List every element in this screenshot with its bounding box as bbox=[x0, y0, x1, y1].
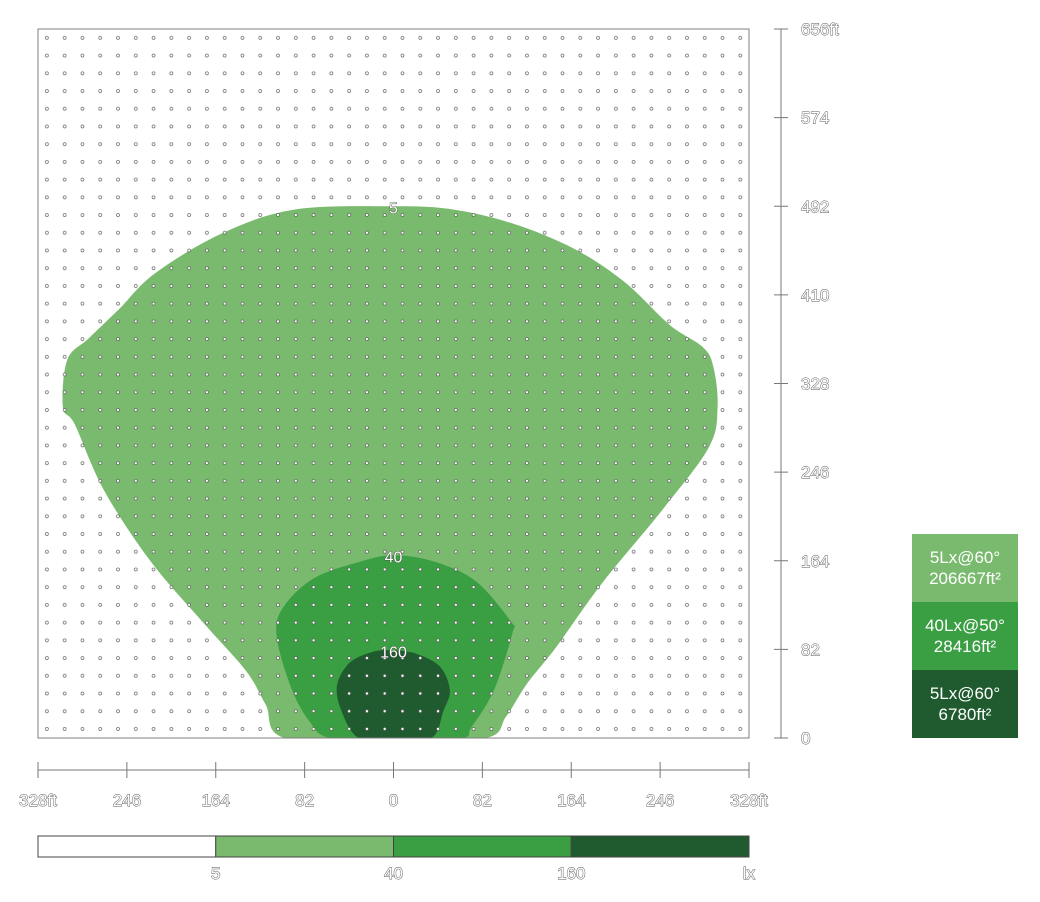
legend-entry-area: 6780ft² bbox=[938, 705, 992, 724]
contour-labels: 5 40 160 bbox=[380, 200, 408, 662]
y-tick-label: 574 bbox=[801, 109, 829, 128]
colorbar-segment bbox=[215, 835, 394, 858]
contour-label-160: 160 bbox=[380, 644, 407, 661]
x-tick-label: 82 bbox=[295, 791, 314, 810]
y-tick-label: 492 bbox=[801, 197, 829, 216]
colorbar-segment bbox=[570, 835, 750, 858]
legend-entry-area: 206667ft² bbox=[929, 569, 1001, 588]
legend-entry-label: 5Lx@60° bbox=[929, 548, 1001, 567]
contour-label-40: 40 bbox=[385, 549, 403, 566]
x-tick-label: 246 bbox=[646, 791, 674, 810]
x-tick-label: 164 bbox=[202, 791, 230, 810]
y-tick-label: 246 bbox=[801, 463, 829, 482]
legend-entry-label: 5Lx@60° bbox=[929, 684, 1001, 703]
legend-entry-label: 40Lx@50° bbox=[925, 616, 1005, 635]
colorbar-segment bbox=[393, 835, 572, 858]
legend-entry-area: 28416ft² bbox=[933, 637, 997, 656]
plot-frame bbox=[37, 28, 750, 739]
y-tick-label: 82 bbox=[801, 640, 820, 659]
colorbar-segment bbox=[37, 835, 217, 858]
legend-entry-5lx: 5Lx@60° 206667ft² bbox=[912, 534, 1018, 602]
grid-dots bbox=[38, 29, 749, 738]
y-axis: 0 82 164 246 328 410 492 574 656ft bbox=[774, 20, 840, 748]
legend-entry-40lx: 40Lx@50° 28416ft² bbox=[912, 602, 1018, 670]
colorbar-label: 160 bbox=[557, 864, 585, 883]
x-tick-label: 164 bbox=[557, 791, 585, 810]
y-tick-label: 0 bbox=[801, 729, 810, 748]
x-tick-label: 328ft bbox=[19, 791, 57, 810]
colorbar-label: 40 bbox=[384, 864, 403, 883]
dot-grid bbox=[38, 29, 749, 738]
y-tick-label: 164 bbox=[801, 552, 829, 571]
legend-entry-160lx: 5Lx@60° 6780ft² bbox=[912, 670, 1018, 738]
y-tick-label: 656ft bbox=[801, 20, 839, 39]
colorbar: 5 40 160 lx bbox=[37, 835, 756, 883]
x-tick-label: 0 bbox=[389, 791, 398, 810]
x-tick-label: 82 bbox=[473, 791, 492, 810]
y-tick-label: 328 bbox=[801, 375, 829, 394]
x-tick-label: 328ft bbox=[730, 791, 768, 810]
colorbar-label: 5 bbox=[211, 864, 220, 883]
y-tick-label: 410 bbox=[801, 286, 829, 305]
colorbar-unit-label: lx bbox=[743, 864, 756, 883]
x-axis: 328ft 246 164 82 0 82 164 246 328ft bbox=[19, 762, 769, 810]
x-tick-label: 246 bbox=[113, 791, 141, 810]
contour-label-5: 5 bbox=[389, 200, 398, 217]
